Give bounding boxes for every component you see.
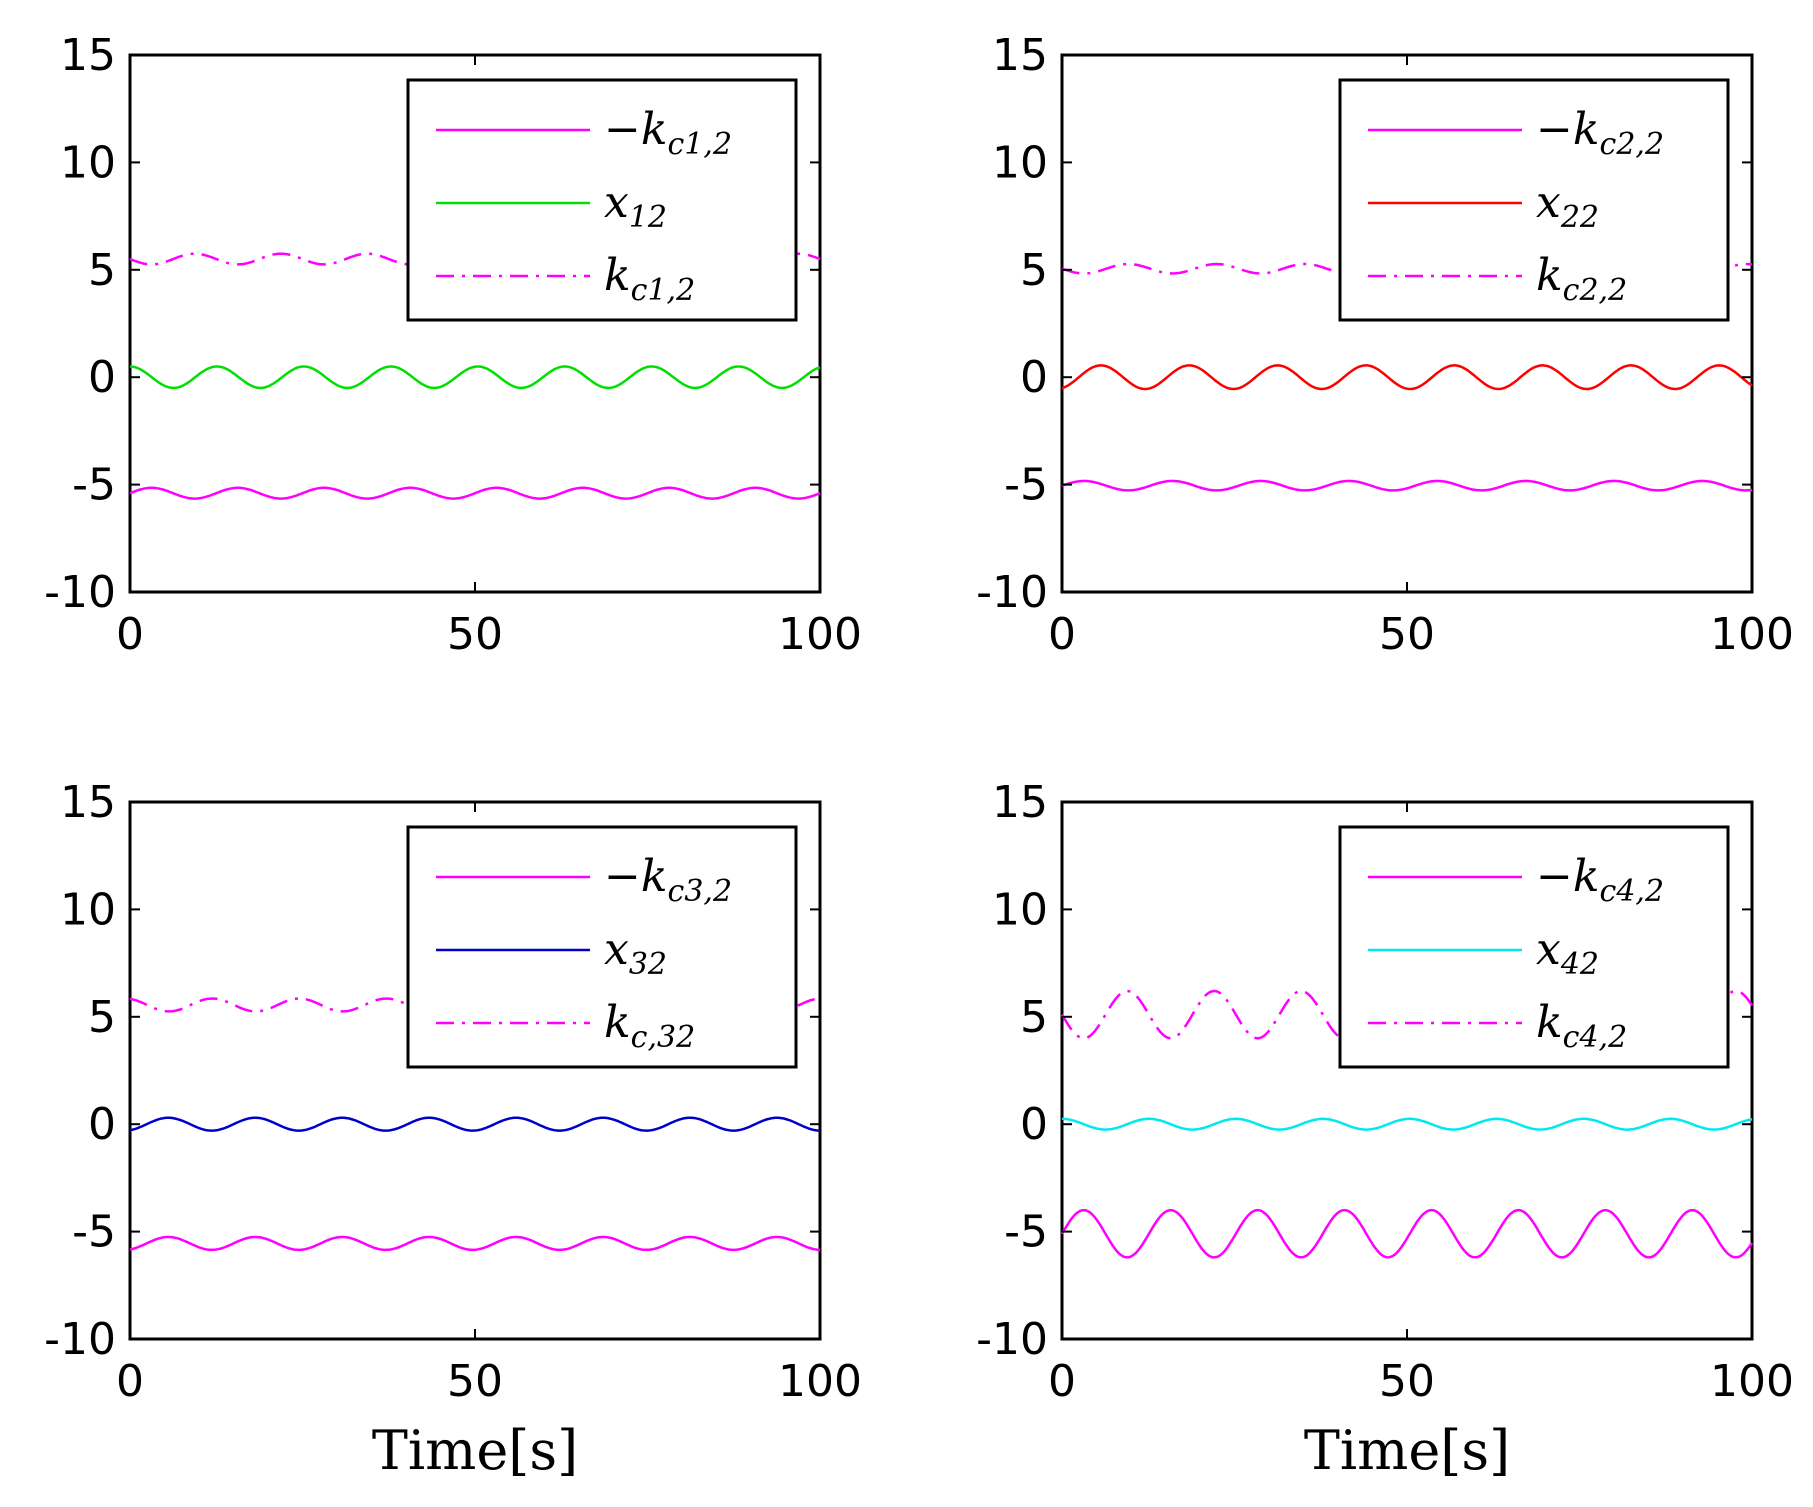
y-tick-label: 0 xyxy=(88,352,116,403)
series-line-2 xyxy=(129,1116,820,1132)
legend-label-2: x12 xyxy=(604,177,667,235)
y-tick-label: 15 xyxy=(60,30,116,81)
x-tick-label: 0 xyxy=(116,609,144,660)
x-tick-label: 50 xyxy=(447,609,503,660)
y-tick-label: -5 xyxy=(72,1207,116,1258)
x-tick-label: 100 xyxy=(778,609,862,660)
legend-subscript: c,32 xyxy=(631,1020,696,1055)
series-line-2 xyxy=(1061,364,1753,391)
y-tick-label: 10 xyxy=(992,137,1048,188)
y-tick-label: 5 xyxy=(1020,245,1048,296)
legend-subscript: 12 xyxy=(629,200,667,235)
y-tick-label: 5 xyxy=(1020,992,1048,1043)
x-tick-label: 0 xyxy=(116,1356,144,1407)
legend-label-3: kc2,2 xyxy=(1536,250,1627,308)
y-tick-label: -10 xyxy=(976,1314,1048,1365)
x-axis-label: Time[s] xyxy=(1304,1419,1510,1482)
y-tick-label: -5 xyxy=(72,460,116,511)
series-line-1 xyxy=(1060,1208,1754,1259)
x-tick-label: 50 xyxy=(1379,609,1435,660)
legend-subscript: c1,2 xyxy=(668,127,733,162)
y-tick-label: 15 xyxy=(992,777,1048,828)
series-line-1 xyxy=(129,1235,821,1252)
x-tick-label: 100 xyxy=(1710,1356,1794,1407)
x-tick-label: 100 xyxy=(1710,609,1794,660)
legend-subscript: c2,2 xyxy=(1563,273,1628,308)
legend-box xyxy=(1338,78,1730,322)
y-tick-label: 0 xyxy=(1020,1099,1048,1150)
legend-subscript: 42 xyxy=(1560,947,1599,982)
series-line-2 xyxy=(1061,1117,1753,1131)
legend-subscript: 22 xyxy=(1560,200,1599,235)
legend-subscript: c4,2 xyxy=(1600,874,1665,909)
y-tick-label: 15 xyxy=(60,777,116,828)
y-tick-label: -10 xyxy=(44,1314,116,1365)
y-tick-label: -10 xyxy=(976,567,1048,618)
legend-label-2: x22 xyxy=(1536,177,1599,235)
legend-subscript: c1,2 xyxy=(631,273,696,308)
y-tick-label: 5 xyxy=(88,245,116,296)
y-tick-label: 15 xyxy=(992,30,1048,81)
x-axis-label: Time[s] xyxy=(372,1419,578,1482)
legend-label-2: x32 xyxy=(604,924,667,982)
series-line-1 xyxy=(129,486,821,500)
y-tick-label: 10 xyxy=(992,884,1048,935)
x-tick-label: 0 xyxy=(1048,609,1076,660)
legend-box xyxy=(1338,825,1730,1069)
y-tick-label: -5 xyxy=(1004,460,1048,511)
y-tick-label: 0 xyxy=(1020,352,1048,403)
legend-subscript: c2,2 xyxy=(1600,127,1665,162)
legend-subscript: c3,2 xyxy=(668,874,733,909)
series-line-2 xyxy=(130,365,821,390)
y-tick-label: -5 xyxy=(1004,1207,1048,1258)
y-tick-label: 10 xyxy=(60,884,116,935)
x-tick-label: 50 xyxy=(1379,1356,1435,1407)
x-tick-label: 50 xyxy=(447,1356,503,1407)
legend-subscript: c4,2 xyxy=(1563,1020,1628,1055)
y-tick-label: 10 xyxy=(60,137,116,188)
legend-subscript: 32 xyxy=(629,947,667,982)
y-tick-label: 0 xyxy=(88,1099,116,1150)
legend-box xyxy=(406,825,798,1069)
x-tick-label: 0 xyxy=(1048,1356,1076,1407)
series-line-3 xyxy=(1061,262,1753,275)
legend-box xyxy=(406,78,798,322)
y-tick-label: -10 xyxy=(44,567,116,618)
x-tick-label: 100 xyxy=(778,1356,862,1407)
y-tick-label: 5 xyxy=(88,992,116,1043)
series-line-1 xyxy=(1061,479,1753,492)
